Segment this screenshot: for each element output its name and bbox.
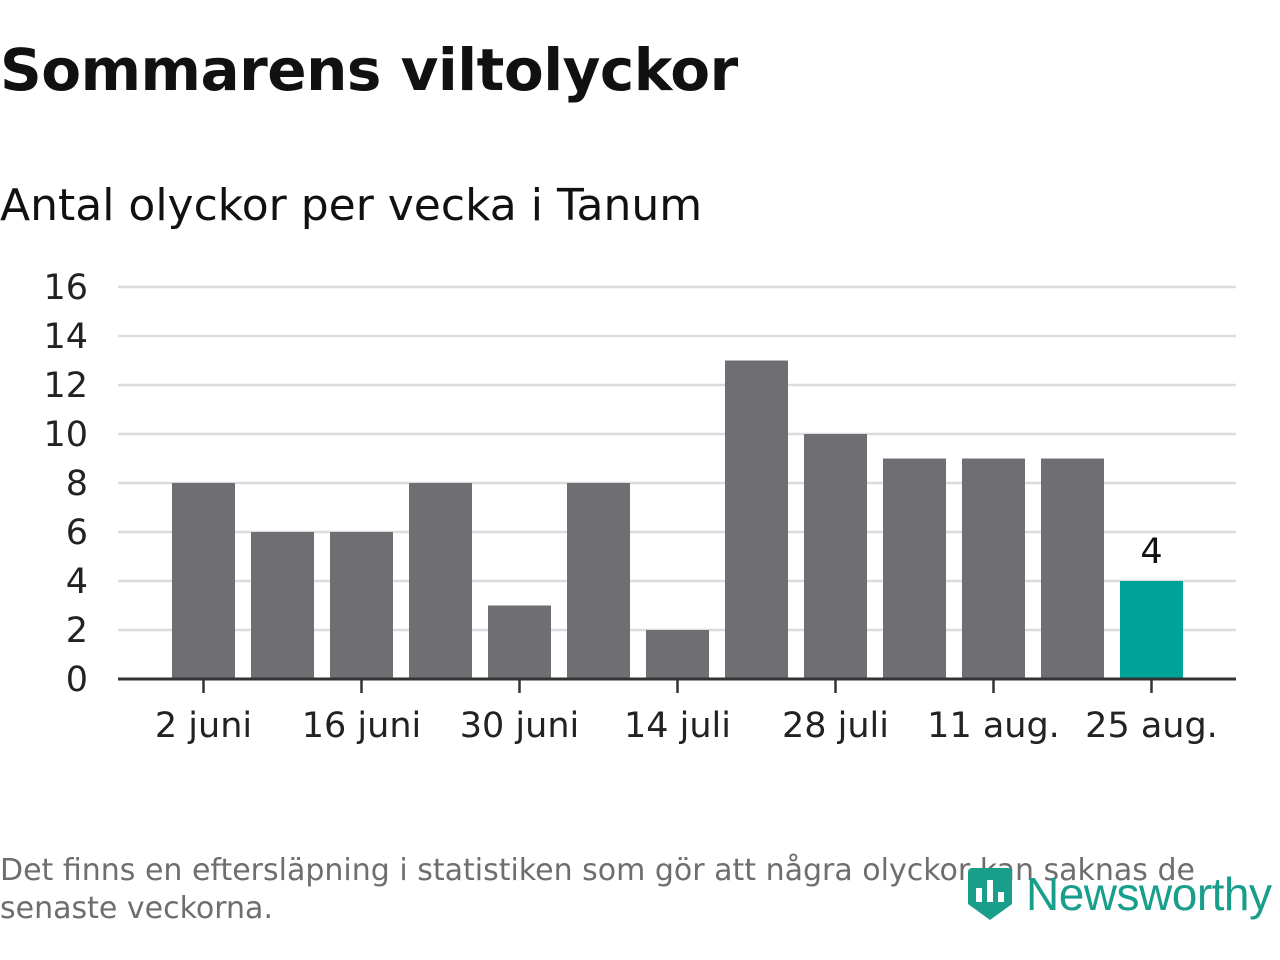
chart-subtitle: Antal olyckor per vecka i Tanum: [0, 180, 703, 231]
y-tick-label: 2: [66, 611, 88, 651]
y-tick-label: 16: [43, 268, 88, 308]
y-tick-label: 8: [66, 464, 88, 504]
bar: [488, 605, 551, 679]
y-tick-label: 0: [66, 660, 88, 700]
logo-text: Newsworthy: [1026, 868, 1272, 920]
x-tick-label: 16 juni: [302, 706, 421, 746]
bar: [251, 532, 314, 679]
y-tick-label: 4: [66, 562, 88, 602]
bar: [567, 483, 630, 679]
bar: [962, 458, 1025, 679]
bar: [646, 630, 709, 679]
y-tick-label: 12: [43, 366, 88, 406]
bar-chart: 0 2 4 6 8 10 12 14 16 2 juni 16 juni 30 juni 14 juli…: [43, 268, 1236, 746]
x-tick-label: 30 juni: [460, 706, 579, 746]
y-tick-label: 14: [43, 317, 88, 357]
x-tick-label: 25 aug.: [1085, 706, 1218, 746]
bar: [172, 483, 235, 679]
x-tick-label: 11 aug.: [927, 706, 1060, 746]
bar: [409, 483, 472, 679]
bar: [330, 532, 393, 679]
bar: [725, 360, 788, 679]
y-tick-label: 6: [66, 513, 88, 553]
chart-title: Sommarens viltolyckor: [0, 36, 738, 104]
x-tick-label: 14 juli: [624, 706, 731, 746]
x-tick-label: 28 juli: [782, 706, 889, 746]
bar-chart-icon: [968, 868, 1012, 920]
bar: [883, 458, 946, 679]
bar: [1041, 458, 1104, 679]
data-label: 4: [1140, 532, 1162, 572]
bar: [804, 434, 867, 679]
newsworthy-logo: Newsworthy: [964, 862, 1272, 926]
x-tick-label: 2 juni: [155, 706, 252, 746]
bar-highlight: [1120, 581, 1183, 679]
y-tick-label: 10: [43, 415, 88, 455]
